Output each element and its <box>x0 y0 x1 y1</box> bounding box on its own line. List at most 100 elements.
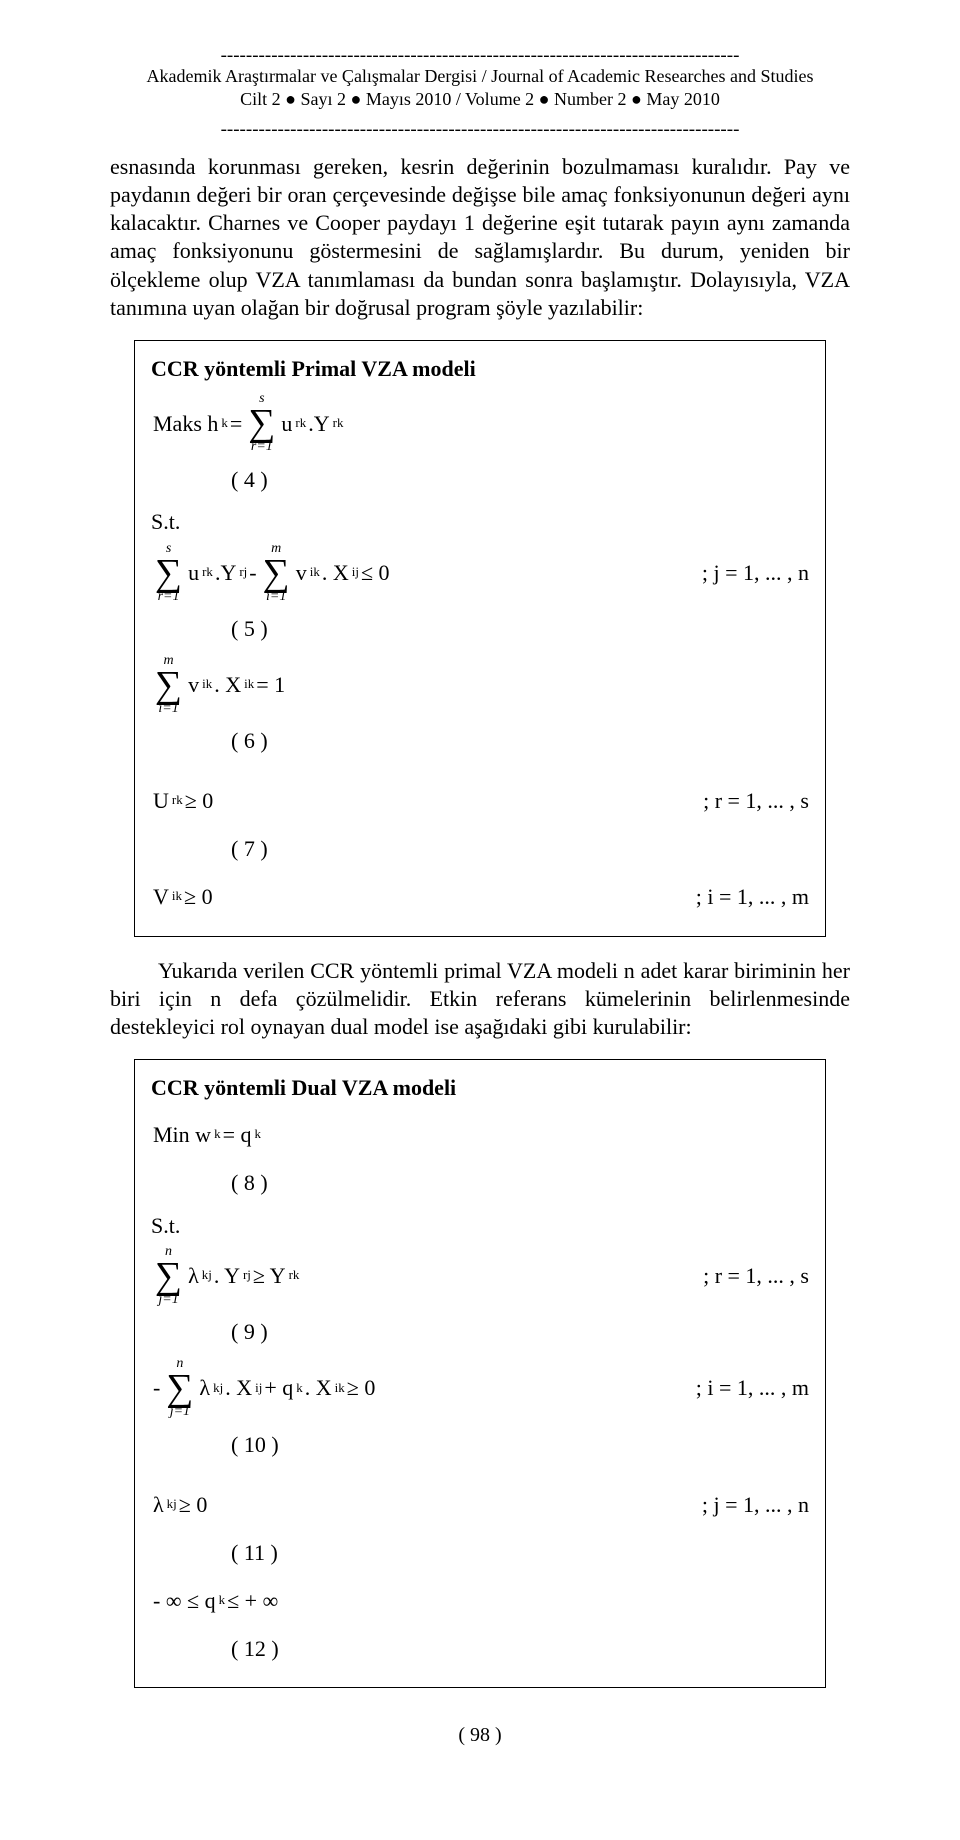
dual-eq8: ( 8 ) <box>231 1165 268 1200</box>
dual-c2-lambda: λ <box>197 1370 212 1405</box>
sigma-bot: j=1 <box>170 1405 190 1419</box>
primal-obj-eq: = <box>228 406 244 441</box>
primal-eq6-row: ( 6 ) <box>151 718 809 764</box>
primal-obj-u: u <box>279 406 294 441</box>
dual-eq10-row: ( 10 ) <box>151 1421 809 1467</box>
dual-eq8-row: ( 8 ) <box>151 1160 809 1206</box>
primal-obj-prefix: Maks h <box>151 406 220 441</box>
primal-c1-le: ≤ 0 <box>359 555 392 590</box>
dual-c1-row: n ∑ j=1 λ kj . Y rj ≥ Y rk ; r = 1, ... … <box>151 1245 809 1307</box>
dual-c2-x2: . X <box>303 1370 334 1405</box>
dual-c2-x-sub: ij <box>254 1378 262 1399</box>
dual-eq9: ( 9 ) <box>231 1314 268 1349</box>
primal-c1-minus: - <box>247 555 258 590</box>
primal-model-box: CCR yöntemli Primal VZA modeli Maks hk =… <box>134 340 826 937</box>
primal-st: S.t. <box>151 504 809 539</box>
dual-eq12: ( 12 ) <box>231 1631 279 1666</box>
primal-eq4-row: ( 4 ) <box>151 456 809 502</box>
dual-eq11-row: ( 11 ) <box>151 1529 809 1575</box>
dual-eq10: ( 10 ) <box>231 1427 279 1462</box>
dual-c1-lambda-sub: kj <box>201 1265 212 1286</box>
dual-c2-prefix: - <box>151 1370 162 1405</box>
sigma-icon: m ∑ i=1 <box>155 654 182 716</box>
primal-c2-v: v <box>186 667 201 702</box>
journal-line-2: Cilt 2 ● Sayı 2 ● Mayıs 2010 / Volume 2 … <box>110 88 850 111</box>
primal-obj-sub: k <box>220 413 228 434</box>
primal-title: CCR yöntemli Primal VZA modeli <box>151 351 809 386</box>
dual-lambda-rhs: ; j = 1, ... , n <box>662 1487 809 1522</box>
sigma-bot: j=1 <box>158 1293 178 1307</box>
journal-header: Akademik Araştırmalar ve Çalışmalar Derg… <box>110 65 850 110</box>
primal-c2-x: . X <box>212 667 243 702</box>
dual-c2-rhs: ; i = 1, ... , m <box>656 1370 809 1405</box>
dual-lambda-ge: ≥ 0 <box>177 1487 210 1522</box>
paragraph-1: esnasında korunması gereken, kesrin değe… <box>110 153 850 322</box>
primal-eq6: ( 6 ) <box>231 723 268 758</box>
primal-obj-u-sub: rk <box>294 413 306 434</box>
primal-u-ge: ≥ 0 <box>183 783 216 818</box>
primal-v-sub: ik <box>171 886 182 907</box>
paragraph-2: Yukarıda verilen CCR yöntemli primal VZA… <box>110 957 850 1041</box>
sigma-symbol: ∑ <box>166 1371 193 1405</box>
primal-c2-x-sub: ik <box>243 674 254 695</box>
primal-c1-v: v <box>294 555 309 590</box>
primal-eq5: ( 5 ) <box>231 611 268 646</box>
dual-objective-row: Min w k = q k <box>151 1112 809 1158</box>
sigma-symbol: ∑ <box>263 556 290 590</box>
dual-model-box: CCR yöntemli Dual VZA modeli Min w k = q… <box>134 1059 826 1688</box>
primal-c1-row: s ∑ r=1 u rk .Y rj - m ∑ i=1 v ik . X ij… <box>151 542 809 604</box>
primal-u-row: U rk ≥ 0 ; r = 1, ... , s <box>151 778 809 824</box>
primal-c2-eq: = 1 <box>254 667 287 702</box>
dual-c2-row: - n ∑ j=1 λ kj . X ij + q k . X ik ≥ 0 ;… <box>151 1357 809 1419</box>
dual-title: CCR yöntemli Dual VZA modeli <box>151 1070 809 1105</box>
primal-eq5-row: ( 5 ) <box>151 606 809 652</box>
dual-lambda-label: λ <box>151 1487 166 1522</box>
dual-lambda-sub: kj <box>166 1494 177 1515</box>
sigma-icon: s ∑ r=1 <box>248 392 275 454</box>
primal-v-row: V ik ≥ 0 ; i = 1, ... , m <box>151 874 809 920</box>
primal-c1-rhs: ; j = 1, ... , n <box>662 555 809 590</box>
sigma-bot: i=1 <box>158 702 178 716</box>
sigma-symbol: ∑ <box>155 556 182 590</box>
dual-obj-sub2: k <box>253 1124 261 1145</box>
primal-obj-y-sub: rk <box>332 413 344 434</box>
primal-v-rhs: ; i = 1, ... , m <box>656 879 809 914</box>
sigma-symbol: ∑ <box>155 1259 182 1293</box>
dual-c2-x: . X <box>223 1370 254 1405</box>
primal-obj-y: .Y <box>306 406 331 441</box>
primal-u-sub: rk <box>171 790 183 811</box>
sigma-icon: n ∑ j=1 <box>166 1357 193 1419</box>
primal-c1-y: .Y <box>213 555 238 590</box>
journal-line-1: Akademik Araştırmalar ve Çalışmalar Derg… <box>110 65 850 88</box>
primal-eq4: ( 4 ) <box>231 462 268 497</box>
dual-eq11: ( 11 ) <box>231 1535 278 1570</box>
sigma-symbol: ∑ <box>248 406 275 440</box>
dual-eq9-row: ( 9 ) <box>151 1309 809 1355</box>
dual-c1-rhs: ; r = 1, ... , s <box>663 1258 809 1293</box>
primal-eq7: ( 7 ) <box>231 831 268 866</box>
primal-objective-row: Maks hk = s ∑ r=1 u rk .Y rk <box>151 392 809 454</box>
header-dash-bottom: ----------------------------------------… <box>110 120 850 139</box>
dual-obj-eq: = q <box>221 1117 254 1152</box>
sigma-bot: r=1 <box>251 440 273 454</box>
dual-c2-ge: ≥ 0 <box>345 1370 378 1405</box>
sigma-symbol: ∑ <box>155 668 182 702</box>
sigma-icon: n ∑ j=1 <box>155 1245 182 1307</box>
dual-c1-y: . Y <box>212 1258 242 1293</box>
primal-c1-x-sub: ij <box>351 562 359 583</box>
dual-st: S.t. <box>151 1208 809 1243</box>
dual-obj-sub: k <box>213 1124 221 1145</box>
dual-q-right: ≤ + ∞ <box>225 1583 280 1618</box>
primal-c1-v-sub: ik <box>309 562 320 583</box>
dual-lambda-row: λ kj ≥ 0 ; j = 1, ... , n <box>151 1481 809 1527</box>
primal-v-ge: ≥ 0 <box>182 879 215 914</box>
primal-c2-v-sub: ik <box>201 674 212 695</box>
dual-q-sub: k <box>218 1590 226 1611</box>
header-dash-top: ----------------------------------------… <box>110 46 850 65</box>
dual-eq12-row: ( 12 ) <box>151 1625 809 1671</box>
primal-c1-y-sub: rj <box>238 562 247 583</box>
dual-q-row: - ∞ ≤ q k ≤ + ∞ <box>151 1577 809 1623</box>
dual-c2-plus-sub: k <box>295 1378 303 1399</box>
dual-c1-ge-sub: rk <box>288 1265 300 1286</box>
primal-eq7-row: ( 7 ) <box>151 826 809 872</box>
